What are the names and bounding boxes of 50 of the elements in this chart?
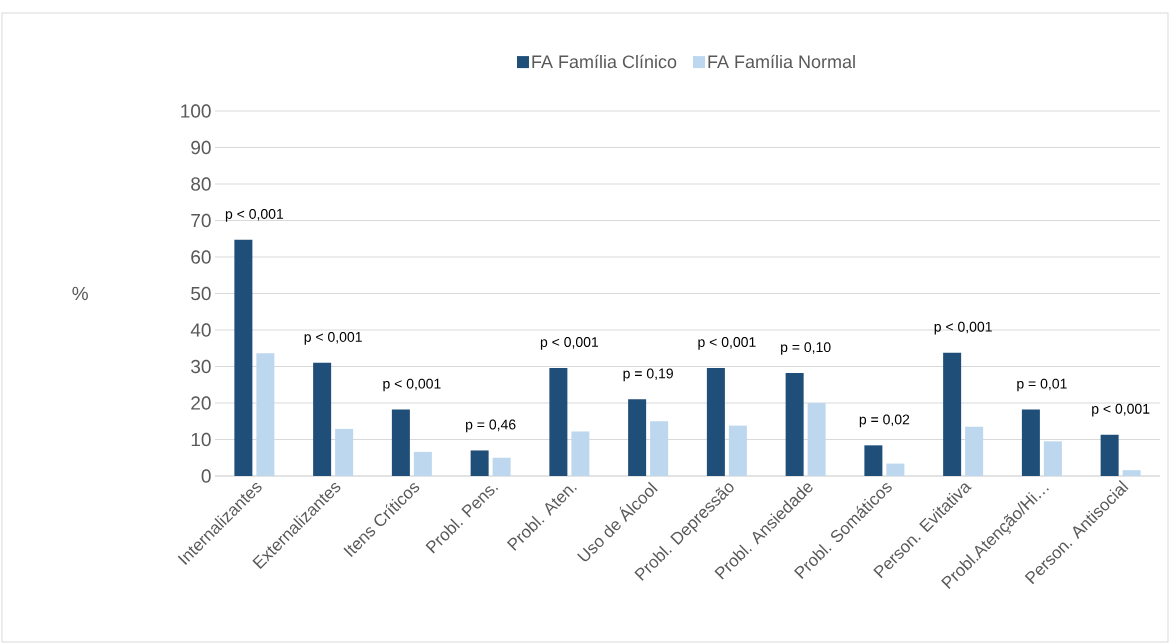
bar xyxy=(965,426,984,476)
bar xyxy=(549,367,568,476)
y-tick-label: 70 xyxy=(191,213,211,228)
bar xyxy=(256,353,275,476)
bar xyxy=(628,399,647,476)
y-tick-label: 50 xyxy=(191,286,211,301)
y-tick-label: 90 xyxy=(191,140,211,155)
annotation: p = 0,01 xyxy=(1017,378,1067,392)
annotation: p < 0,001 xyxy=(304,331,362,345)
y-tick-label: 40 xyxy=(190,323,211,337)
bar xyxy=(313,362,332,476)
annotation: p < 0,001 xyxy=(698,337,756,350)
y-tick-label: 80 xyxy=(191,177,211,191)
bar xyxy=(335,428,354,476)
bar xyxy=(943,352,962,476)
annotation: p = 0,46 xyxy=(466,419,516,433)
bar xyxy=(1100,434,1119,476)
legend-label: FA Família Clínico xyxy=(532,54,677,69)
y-axis-title: % xyxy=(72,286,88,301)
bar xyxy=(706,367,725,476)
bar xyxy=(728,425,747,476)
bar xyxy=(650,421,669,476)
bar xyxy=(470,450,489,476)
bar xyxy=(1122,470,1141,476)
annotation: p = 0,10 xyxy=(781,342,831,355)
y-tick-label: 30 xyxy=(191,359,211,374)
bar xyxy=(785,373,804,476)
y-tick-label: 60 xyxy=(191,250,211,264)
bar xyxy=(492,457,511,476)
annotation: p = 0,19 xyxy=(623,368,673,382)
y-tick-label: 100 xyxy=(181,104,211,118)
y-tick-label: 10 xyxy=(191,432,211,447)
bar xyxy=(391,409,410,476)
bar xyxy=(1021,409,1040,476)
annotation: p < 0,001 xyxy=(540,337,599,350)
annotation: p < 0,001 xyxy=(934,321,992,335)
annotation: p < 0,001 xyxy=(1092,403,1150,417)
bar xyxy=(807,403,826,476)
bar xyxy=(864,445,883,476)
annotation: p = 0,02 xyxy=(859,414,910,428)
bar xyxy=(1043,441,1062,476)
y-tick-label: 20 xyxy=(191,396,211,410)
bar xyxy=(234,239,253,476)
y-tick-label: 0 xyxy=(201,469,211,483)
annotation: p < 0,001 xyxy=(383,378,441,392)
annotation: p < 0,001 xyxy=(225,208,284,222)
bar xyxy=(413,451,432,476)
bar xyxy=(571,431,590,476)
bar xyxy=(886,463,905,476)
legend-label: FA Família Normal xyxy=(708,54,855,69)
